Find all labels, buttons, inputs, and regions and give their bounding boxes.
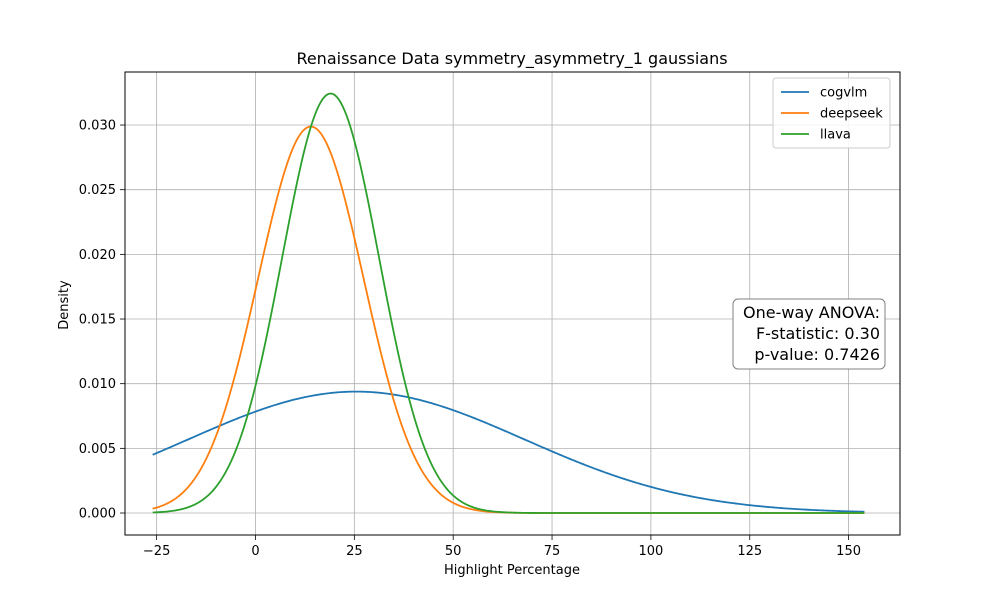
anova-line: F-statistic: 0.30	[756, 324, 880, 343]
series-layer	[152, 92, 865, 514]
x-tick-label: 125	[737, 544, 762, 559]
x-tick-label: 75	[544, 544, 561, 559]
legend: cogvlm deepseek llava	[772, 77, 891, 149]
legend-label-cogvlm: cogvlm	[820, 86, 867, 101]
x-tick-label: −25	[143, 544, 170, 559]
x-tick-label: 150	[836, 544, 861, 559]
y-tick-label: 0.000	[79, 507, 116, 522]
y-axis-label: Density	[57, 280, 72, 330]
x-axis-label: Highlight Percentage	[444, 563, 580, 578]
series-line-cogvlm	[152, 390, 865, 513]
y-tick-label: 0.030	[79, 119, 116, 134]
y-tick-label: 0.025	[79, 183, 116, 198]
chart-title: Renaissance Data symmetry_asymmetry_1 ga…	[296, 49, 727, 69]
series-line-llava	[152, 92, 865, 514]
legend-label-deepseek: deepseek	[820, 107, 883, 122]
grid	[125, 72, 900, 535]
y-tick-label: 0.005	[79, 442, 116, 457]
legend-box	[772, 77, 891, 149]
x-axis: −25 0 25 50 75 100 125 150	[143, 535, 861, 559]
anova-line: One-way ANOVA:	[743, 303, 880, 322]
anova-box	[732, 298, 886, 370]
x-tick-label: 0	[251, 544, 259, 559]
anova-annotation: One-way ANOVA: F-statistic: 0.30 p-value: …	[732, 298, 886, 370]
y-tick-label: 0.020	[79, 248, 116, 263]
x-tick-label: 50	[445, 544, 462, 559]
legend-label-llava: llava	[820, 128, 851, 143]
anova-line: p-value: 0.7426	[754, 345, 880, 364]
x-tick-label: 100	[638, 544, 663, 559]
y-axis: 0.000 0.005 0.010 0.015 0.020 0.025 0.030	[79, 119, 125, 522]
y-tick-label: 0.015	[79, 313, 116, 328]
x-tick-label: 25	[346, 544, 363, 559]
plot-frame	[124, 71, 901, 536]
y-tick-label: 0.010	[79, 377, 116, 392]
